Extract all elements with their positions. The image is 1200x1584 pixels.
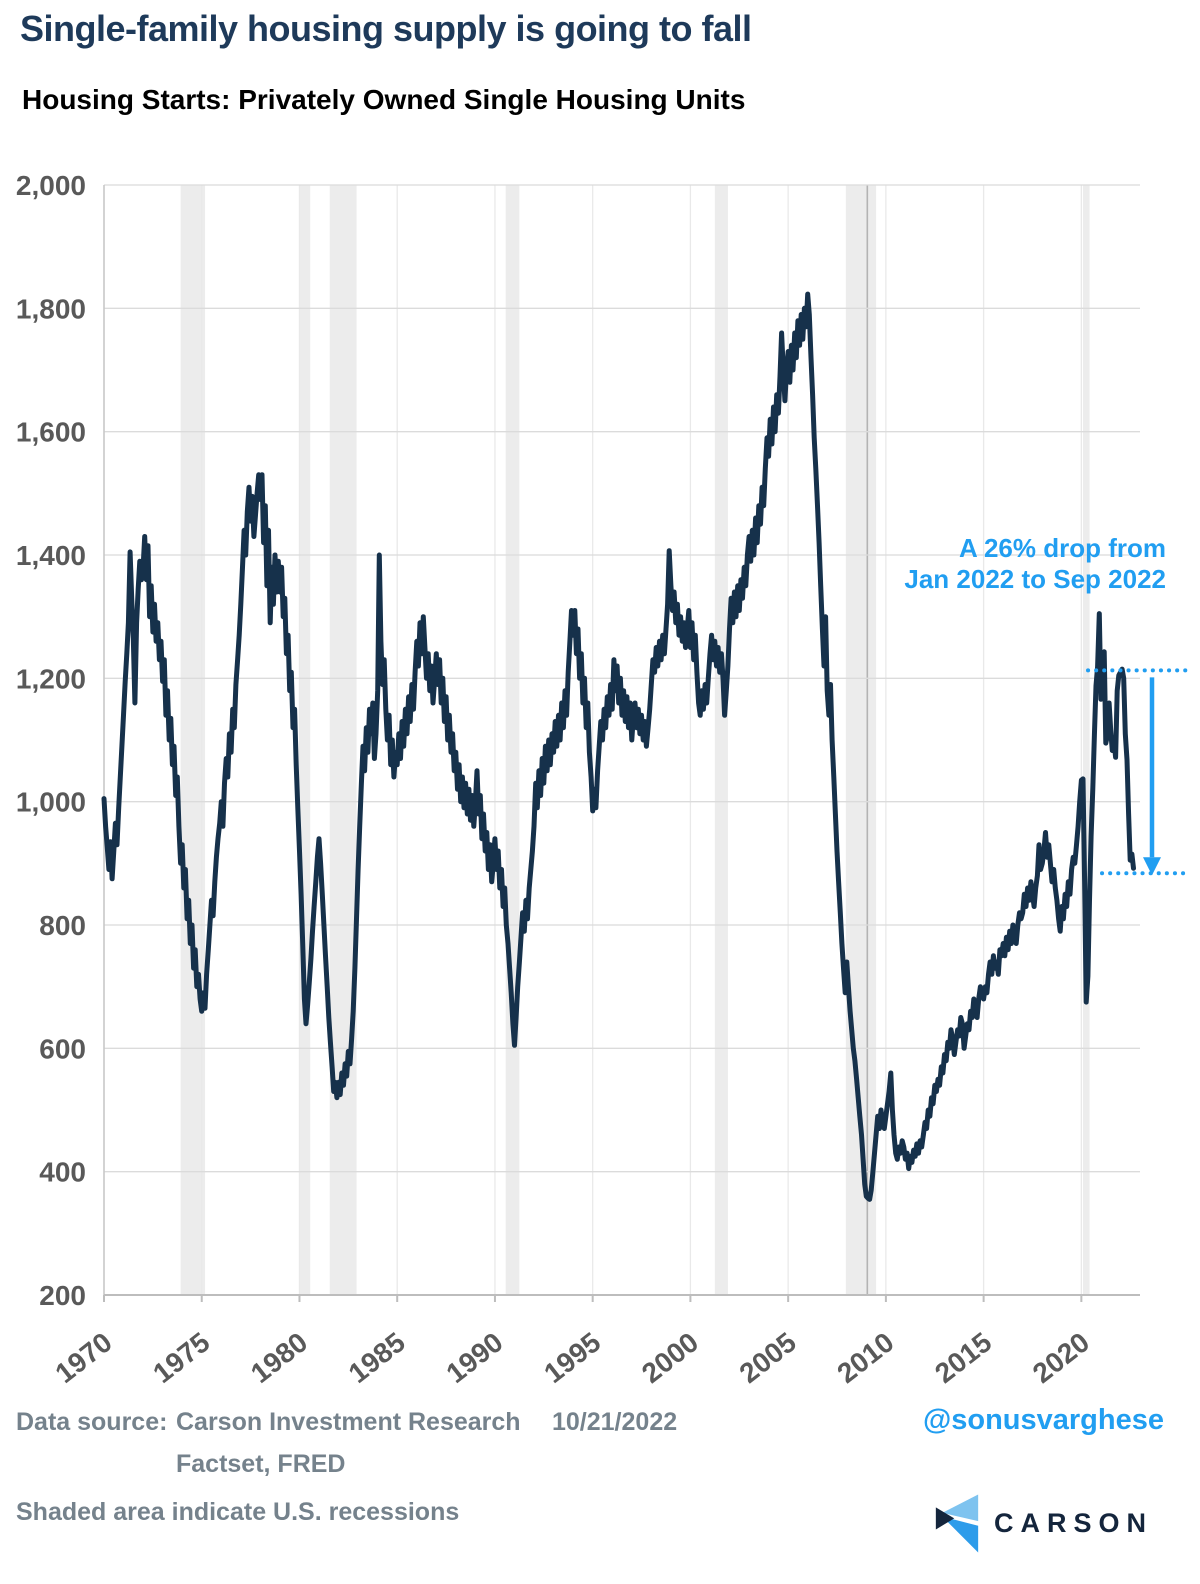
carson-logo-icon bbox=[935, 1494, 979, 1553]
chart-subtitle: Housing Starts: Privately Owned Single H… bbox=[22, 84, 746, 115]
x-tick-label: 1975 bbox=[147, 1326, 215, 1389]
data-source-label: Data source: bbox=[16, 1408, 168, 1436]
data-source-line2: Factset, FRED bbox=[176, 1450, 346, 1478]
recession-note: Shaded area indicate U.S. recessions bbox=[16, 1498, 460, 1526]
page-title: Single-family housing supply is going to… bbox=[20, 8, 752, 49]
y-tick-label: 400 bbox=[39, 1157, 86, 1188]
y-tick-label: 1,800 bbox=[16, 293, 86, 324]
drop-marker bbox=[1086, 668, 1188, 876]
x-tick-label: 2015 bbox=[929, 1326, 997, 1389]
drop-arrow-head bbox=[1143, 857, 1161, 876]
y-tick-label: 1,600 bbox=[16, 417, 86, 448]
drop-annotation-line: Jan 2022 to Sep 2022 bbox=[904, 564, 1166, 594]
x-tick-label: 1990 bbox=[440, 1326, 508, 1389]
x-tick-label: 1980 bbox=[245, 1326, 313, 1389]
x-tick-label: 2010 bbox=[831, 1326, 899, 1389]
y-axis-labels: 200 400 600 800 1,000 1,200 1,400 1,600 1,800 2,0… bbox=[16, 170, 86, 1311]
housing-starts-line bbox=[101, 291, 1136, 1202]
y-tick-label: 600 bbox=[39, 1033, 86, 1064]
y-tick-label: 1,200 bbox=[16, 663, 86, 694]
drop-annotation-line: A 26% drop from bbox=[959, 533, 1166, 563]
twitter-handle: @sonusvarghese bbox=[922, 1404, 1164, 1436]
logo-navy-triangle bbox=[935, 1507, 955, 1530]
x-tick-label: 2000 bbox=[636, 1326, 704, 1389]
x-tick-label: 2005 bbox=[734, 1326, 802, 1389]
data-source-line1: Carson Investment Research bbox=[176, 1408, 521, 1436]
x-tick-label: 2020 bbox=[1027, 1326, 1095, 1389]
recession-band bbox=[180, 185, 206, 1295]
recession-band bbox=[505, 185, 520, 1295]
y-tick-label: 1,400 bbox=[16, 540, 86, 571]
recession-band bbox=[1082, 185, 1090, 1295]
chart-date: 10/21/2022 bbox=[552, 1408, 678, 1436]
x-tick-label: 1995 bbox=[538, 1326, 606, 1389]
x-axis-labels: 1970 1975 1980 1985 1990 1995 2000 2005 2010 2015… bbox=[50, 1326, 1096, 1389]
y-tick-label: 1,000 bbox=[16, 787, 86, 818]
axes bbox=[103, 185, 1140, 1302]
recession-bands bbox=[180, 185, 1090, 1295]
y-tick-label: 800 bbox=[39, 910, 86, 941]
recession-band bbox=[299, 185, 311, 1295]
gridlines bbox=[104, 184, 1140, 1295]
carson-logo: CARSON bbox=[934, 1492, 1153, 1554]
logo-light-triangle bbox=[942, 1494, 979, 1522]
recession-band bbox=[329, 185, 357, 1295]
carson-logo-text: CARSON bbox=[994, 1507, 1154, 1538]
y-tick-label: 200 bbox=[39, 1280, 86, 1311]
x-tick-label: 1970 bbox=[50, 1326, 118, 1389]
recession-band bbox=[714, 185, 728, 1295]
y-tick-label: 2,000 bbox=[16, 170, 86, 201]
x-tick-label: 1985 bbox=[343, 1326, 411, 1389]
